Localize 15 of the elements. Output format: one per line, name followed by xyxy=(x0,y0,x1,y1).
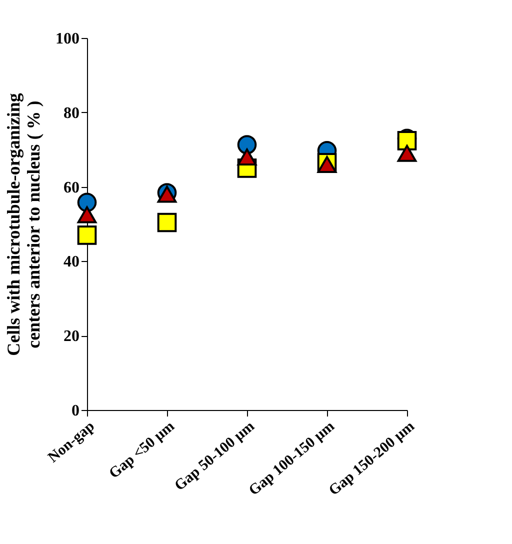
y-tick-label: 40 xyxy=(64,254,80,271)
point xyxy=(397,144,417,162)
point xyxy=(77,192,97,212)
point xyxy=(237,135,257,154)
y-tick-label: 60 xyxy=(64,179,80,196)
y-tick-label: 80 xyxy=(64,104,80,122)
y-tick-label: 20 xyxy=(64,328,80,346)
point xyxy=(157,212,177,232)
y-tick-label: 0 xyxy=(72,402,80,420)
y-axis-title: Cells with microtubule-organizing centers anterior to nucleus ( % ) xyxy=(4,93,44,356)
y-tick-label: 100 xyxy=(56,30,80,48)
point xyxy=(397,131,417,150)
point xyxy=(237,148,257,166)
point xyxy=(77,206,97,224)
point xyxy=(77,226,97,245)
